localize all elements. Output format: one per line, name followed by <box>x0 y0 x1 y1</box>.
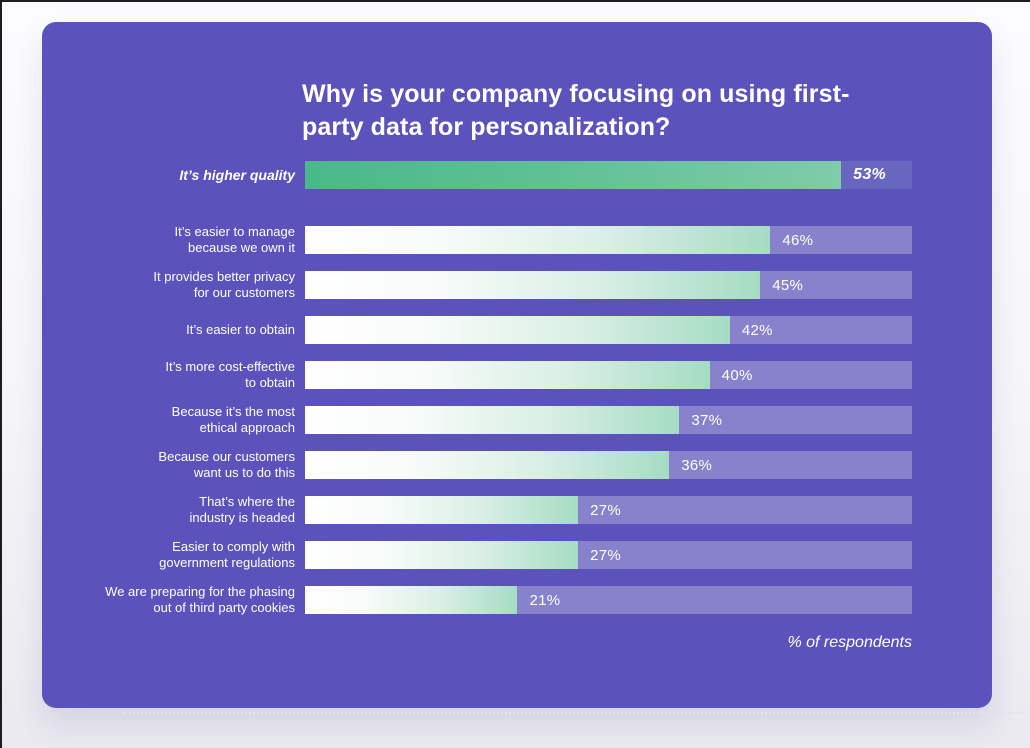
bar-row: Because it’s the most ethical approach 37… <box>42 404 912 435</box>
bar-value-label: 27% <box>590 501 622 519</box>
bar-value-label: 37% <box>691 411 723 429</box>
bar-value-label: 46% <box>782 231 814 249</box>
bar-value-label: 27% <box>590 546 622 564</box>
bar-category-label: That’s where the industry is headed <box>189 494 295 525</box>
decorative-dotted-line <box>122 712 1022 714</box>
bar-row: That’s where the industry is headed 27% <box>42 494 912 525</box>
bar-track: 27% <box>305 541 912 569</box>
bar-track: 36% <box>305 451 912 479</box>
bar-track: 27% <box>305 496 912 524</box>
bar-value-label: 53% <box>853 166 887 183</box>
bar-category-label: It provides better privacy for our custo… <box>153 269 295 300</box>
bar-row: Because our customers want us to do this… <box>42 449 912 480</box>
bar-fill <box>305 316 730 344</box>
bar-category-label: It’s easier to obtain <box>186 322 295 337</box>
bar-fill <box>305 226 771 254</box>
bar-value-label: 45% <box>772 276 804 294</box>
bar-track: 53% <box>305 161 912 189</box>
bar-row: It provides better privacy for our custo… <box>42 269 912 300</box>
bar-track: 37% <box>305 406 912 434</box>
bar-value-label: 40% <box>721 366 753 384</box>
bar-category-label: It’s more cost-effective to obtain <box>165 359 295 390</box>
bar-category-label: Because it’s the most ethical approach <box>171 404 295 435</box>
bar-category-label: It’s easier to manage because we own it <box>174 224 295 255</box>
bar-track: 46% <box>305 226 912 254</box>
bar-track: 42% <box>305 316 912 344</box>
bar-row: It’s easier to obtain 42% <box>42 316 912 344</box>
bar-value-label: 36% <box>681 456 713 474</box>
chart-title: Why is your company focusing on using fi… <box>302 80 850 141</box>
bar-row: We are preparing for the phasing out of … <box>42 584 912 615</box>
chart-card: Why is your company focusing on using fi… <box>42 22 992 708</box>
bar-row: Easier to comply with government regulat… <box>42 539 912 570</box>
bar-track: 21% <box>305 586 912 614</box>
bar-category-label: We are preparing for the phasing out of … <box>105 584 295 615</box>
bar-row: It’s easier to manage because we own it 4… <box>42 224 912 255</box>
bar-row: It’s higher quality 53% <box>42 161 912 189</box>
bar-fill <box>305 161 842 189</box>
bar-fill <box>305 541 579 569</box>
bar-track: 45% <box>305 271 912 299</box>
bar-track: 40% <box>305 361 912 389</box>
bar-category-label: Because our customers want us to do this <box>158 449 295 480</box>
bar-row: It’s more cost-effective to obtain 40% <box>42 359 912 390</box>
bar-fill <box>305 451 670 479</box>
bar-category-label: Easier to comply with government regulat… <box>159 539 295 570</box>
bar-fill <box>305 361 710 389</box>
bar-fill <box>305 271 761 299</box>
bar-value-label: 42% <box>741 321 773 339</box>
bar-chart: It’s higher quality 53% It’s easier to man… <box>42 161 912 631</box>
bar-fill <box>305 586 518 614</box>
bar-value-label: 21% <box>529 591 561 609</box>
bar-category-label: It’s higher quality <box>179 167 295 183</box>
chart-footnote: % of respondents <box>787 634 912 651</box>
bar-fill <box>305 496 579 524</box>
bar-fill <box>305 406 680 434</box>
